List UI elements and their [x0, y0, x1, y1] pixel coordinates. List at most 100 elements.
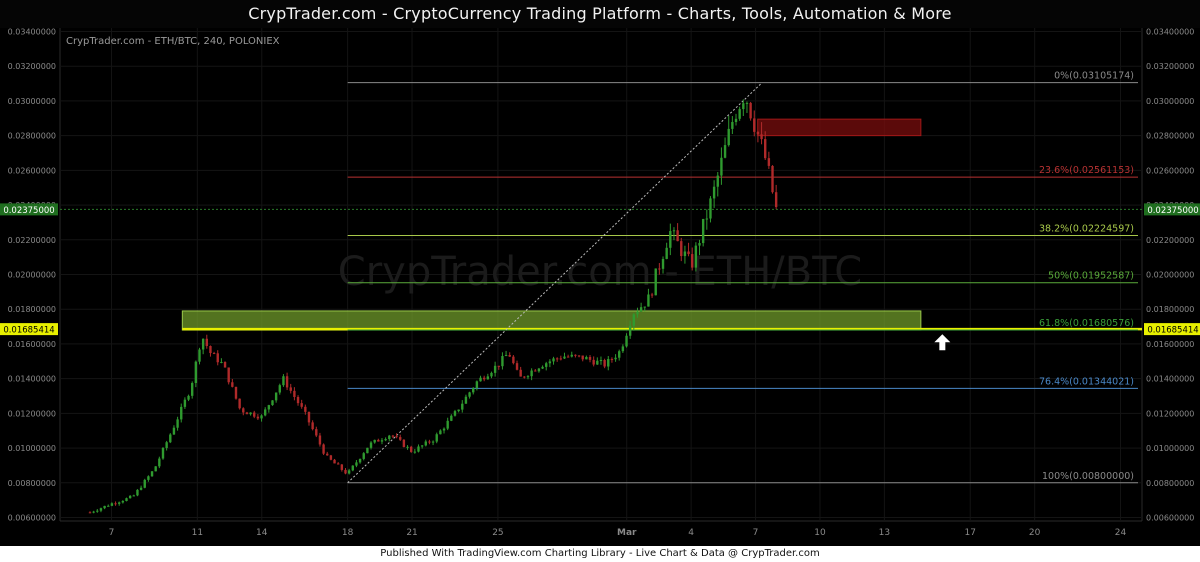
candle-body: [121, 501, 125, 503]
x-tick-label: 11: [192, 528, 203, 538]
candle-body: [720, 157, 723, 176]
candle-body: [274, 392, 278, 401]
candle-body: [150, 471, 154, 477]
candle-body: [453, 411, 457, 416]
chart-area[interactable]: CrypTrader.com - ETH/BTC 0%(0.03105174) 2…: [0, 27, 1200, 546]
candle-body: [340, 464, 344, 470]
y-tick-label: 0.03400000: [8, 28, 56, 36]
candle-body: [486, 376, 490, 380]
candle-body: [734, 118, 738, 123]
candle-body: [322, 444, 325, 454]
candle-body: [143, 479, 146, 488]
y-tick-label: 0.00800000: [8, 479, 56, 488]
candle-body: [599, 360, 603, 362]
candle-body: [205, 338, 208, 347]
x-tick-label: 4: [688, 528, 694, 538]
candle-body: [351, 465, 354, 471]
x-tick-label: 25: [492, 528, 503, 538]
candle-body: [362, 453, 365, 459]
candle-body: [110, 503, 114, 506]
candle-body: [107, 505, 110, 507]
y-tick-label: 0.01200000: [8, 409, 56, 418]
x-tick-label: 17: [965, 528, 976, 538]
x-tick-label: 24: [1115, 528, 1127, 538]
candle-body: [555, 358, 559, 360]
candle-body: [165, 442, 168, 448]
candle-body: [541, 366, 544, 369]
candle-body: [607, 359, 610, 367]
candle-body: [212, 353, 216, 355]
y-tick-label: 0.01800000: [8, 305, 56, 314]
candle-body: [592, 359, 595, 365]
candle-body: [588, 357, 592, 360]
candle-body: [336, 463, 340, 465]
candle-body: [220, 361, 223, 363]
candle-body: [501, 356, 504, 367]
x-axis: 7 11 14 18 21 25 Mar 4 7 10 13 17 20 24: [109, 528, 1127, 538]
candle-body: [687, 251, 690, 255]
candle-body: [577, 355, 581, 357]
candle-body: [610, 359, 614, 361]
y-tick-label: 0.02200000: [8, 236, 56, 245]
candle-body: [231, 382, 234, 387]
candle-body: [691, 254, 694, 268]
candle-body: [176, 419, 179, 428]
y-tick-label: 0.02800000: [1146, 132, 1194, 141]
y-tick-label: 0.02000000: [1146, 271, 1194, 280]
candle-body: [238, 398, 241, 409]
candle-body: [223, 361, 227, 368]
candle-body: [296, 396, 300, 404]
candle-body: [672, 230, 676, 232]
candle-body: [380, 440, 384, 442]
y-tick-label: 0.01800000: [1146, 305, 1194, 314]
fib-level-label: 100%(0.00800000): [1042, 471, 1134, 482]
candle-body: [614, 357, 617, 360]
candle-body: [96, 510, 99, 512]
candle-body: [439, 430, 442, 435]
candle-body: [552, 358, 555, 362]
candle-body: [428, 441, 431, 443]
candle-body: [172, 427, 176, 435]
candle-body: [399, 437, 402, 440]
candle-body: [723, 145, 727, 158]
candle-body: [647, 294, 650, 307]
candle-body: [603, 360, 606, 367]
resistance-zone: [757, 118, 922, 137]
chart-background: [0, 28, 1200, 546]
candle-body: [180, 406, 183, 420]
candle-body: [472, 388, 475, 393]
candle-body: [701, 218, 705, 244]
candle-body: [147, 476, 150, 480]
support-zone: [181, 310, 922, 331]
candle-body: [534, 370, 537, 372]
candle-body: [300, 403, 303, 407]
candle-body: [326, 453, 329, 456]
candle-body: [545, 363, 548, 367]
candle-body: [475, 381, 479, 389]
candle-body: [249, 412, 252, 415]
marked-level-badge: 0.01685414: [1147, 326, 1198, 336]
current-price-badge-bg: [1144, 203, 1200, 216]
candle-body: [263, 409, 267, 416]
candle-body: [625, 335, 628, 347]
price-badges: 0.02375000 0.02375000 0.01685414 0.01685414: [0, 203, 1200, 336]
y-axis-left: 0.00600000 0.00800000 0.01000000 0.01200000…: [8, 27, 56, 522]
fib-level-label: 50%(0.01952587): [1048, 271, 1134, 282]
price-chart[interactable]: CrypTrader.com - ETH/BTC 0%(0.03105174) 2…: [0, 27, 1200, 546]
candle-body: [468, 392, 471, 397]
candle-body: [169, 434, 172, 443]
candle-body: [194, 361, 198, 384]
candle-body: [103, 505, 106, 509]
y-tick-label: 0.02200000: [1146, 236, 1194, 245]
candle-body: [154, 466, 157, 472]
candle-body: [289, 387, 292, 391]
candle-body: [198, 349, 201, 362]
candle-body: [253, 412, 256, 417]
y-tick-label: 0.01400000: [8, 375, 56, 384]
candle-body: [680, 241, 683, 257]
candle-body: [479, 377, 482, 382]
y-tick-label: 0.01000000: [1146, 444, 1194, 453]
candle-body: [618, 351, 621, 358]
grid-lines: [59, 28, 1143, 522]
trend-line: [347, 82, 763, 484]
